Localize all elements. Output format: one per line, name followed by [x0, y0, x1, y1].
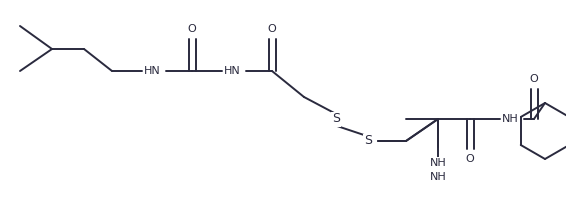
- Text: HN: HN: [224, 66, 241, 76]
- Text: S: S: [364, 134, 372, 148]
- Text: O: O: [530, 74, 538, 84]
- Text: NH: NH: [430, 158, 447, 168]
- Text: O: O: [268, 24, 276, 34]
- Text: O: O: [466, 154, 474, 164]
- Text: NH: NH: [502, 114, 519, 124]
- Text: S: S: [332, 113, 340, 125]
- Text: HN: HN: [144, 66, 161, 76]
- Text: NH: NH: [430, 172, 447, 182]
- Text: O: O: [187, 24, 196, 34]
